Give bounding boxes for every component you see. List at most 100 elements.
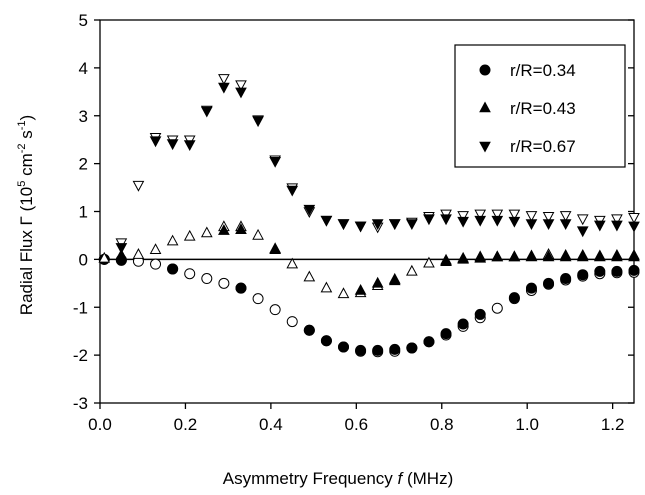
y-tick-label: 5 xyxy=(79,11,88,30)
data-point-filled xyxy=(628,264,640,276)
data-point-filled xyxy=(457,252,469,264)
data-point-filled xyxy=(372,344,384,356)
data-point-open xyxy=(149,243,162,255)
series-3 xyxy=(115,74,640,254)
data-point-filled xyxy=(337,219,350,231)
data-point-filled xyxy=(611,220,623,232)
data-point-open xyxy=(201,273,213,285)
data-point-filled xyxy=(252,116,264,128)
data-point-filled xyxy=(576,250,589,262)
data-point-filled xyxy=(200,106,213,118)
legend-marker xyxy=(479,64,491,76)
data-point-open xyxy=(286,257,299,269)
data-point-filled xyxy=(320,215,333,227)
data-point-filled xyxy=(611,250,623,262)
data-point-filled xyxy=(474,308,486,320)
data-point-open xyxy=(491,302,503,314)
data-point-filled xyxy=(269,243,281,255)
data-point-filled xyxy=(542,219,555,231)
data-point-filled xyxy=(354,221,367,233)
data-point-filled xyxy=(559,219,572,231)
data-point-open xyxy=(628,212,640,224)
data-point-filled xyxy=(577,269,589,281)
data-point-filled xyxy=(388,219,401,231)
data-point-filled xyxy=(440,214,452,226)
marks-layer xyxy=(98,74,640,358)
data-point-filled xyxy=(508,216,521,228)
data-point-filled xyxy=(440,328,452,340)
data-point-open xyxy=(132,180,145,192)
series-2 xyxy=(98,220,640,299)
data-point-open xyxy=(200,226,213,238)
x-tick-label: 1.2 xyxy=(601,415,625,434)
y-tick-label: 3 xyxy=(79,107,88,126)
data-point-open xyxy=(525,211,538,222)
data-point-filled xyxy=(115,248,128,260)
data-point-filled xyxy=(115,243,128,254)
data-point-filled xyxy=(508,250,521,262)
data-point-filled xyxy=(354,283,367,295)
y-tick-label: 0 xyxy=(79,250,88,269)
data-point-filled xyxy=(235,282,247,294)
y-tick-label: 2 xyxy=(79,155,88,174)
data-point-open xyxy=(337,287,350,299)
x-tick-label: 0.8 xyxy=(430,415,454,434)
data-point-open xyxy=(457,211,469,222)
data-point-filled xyxy=(303,324,315,336)
data-point-filled xyxy=(183,140,196,152)
data-point-filled xyxy=(525,282,537,294)
data-point-open xyxy=(542,212,555,223)
data-point-open xyxy=(406,264,418,276)
data-point-open xyxy=(423,256,435,268)
data-point-open xyxy=(98,251,111,263)
data-point-filled xyxy=(543,277,555,289)
data-point-filled xyxy=(440,255,452,267)
data-point-open xyxy=(183,229,196,241)
data-point-filled xyxy=(559,250,572,262)
y-tick-label: 1 xyxy=(79,203,88,222)
legend-entry: r/R=0.34 xyxy=(510,61,576,80)
data-point-filled xyxy=(338,341,350,353)
x-tick-label: 0.0 xyxy=(88,415,112,434)
data-point-filled xyxy=(525,250,538,262)
data-point-filled xyxy=(628,250,640,262)
legend-marker xyxy=(479,101,491,113)
data-point-open xyxy=(218,74,230,85)
data-point-filled xyxy=(423,336,435,348)
legend-entry: r/R=0.67 xyxy=(510,137,576,156)
x-tick-label: 0.2 xyxy=(174,415,198,434)
data-point-filled xyxy=(594,265,606,277)
data-point-filled xyxy=(593,250,606,262)
legend-marker xyxy=(479,141,491,153)
data-point-filled xyxy=(491,250,504,262)
data-point-filled xyxy=(406,342,418,354)
legend-entry: r/R=0.43 xyxy=(510,99,576,118)
data-point-filled xyxy=(593,220,606,232)
data-point-open xyxy=(508,209,521,221)
data-point-filled xyxy=(611,265,623,277)
data-point-filled xyxy=(166,139,179,151)
data-point-filled xyxy=(269,156,281,168)
y-tick-label: -1 xyxy=(73,298,88,317)
x-tick-label: 0.6 xyxy=(344,415,368,434)
data-point-filled xyxy=(167,263,179,275)
data-point-open xyxy=(269,304,281,316)
data-point-filled xyxy=(525,219,538,231)
data-point-open xyxy=(576,214,589,226)
data-point-filled xyxy=(320,335,332,347)
data-point-filled xyxy=(371,276,384,288)
x-tick-label: 0.4 xyxy=(259,415,283,434)
y-tick-label: -3 xyxy=(73,394,88,413)
data-point-open xyxy=(286,316,298,328)
y-tick-label: -2 xyxy=(73,346,88,365)
data-point-open xyxy=(474,209,487,221)
data-point-filled xyxy=(286,185,299,197)
data-point-filled xyxy=(457,216,469,228)
data-point-open xyxy=(184,268,196,280)
series-1 xyxy=(98,253,640,358)
data-point-filled xyxy=(491,215,504,227)
data-point-filled xyxy=(474,251,487,263)
data-point-filled xyxy=(474,215,487,227)
data-point-filled xyxy=(406,219,418,231)
